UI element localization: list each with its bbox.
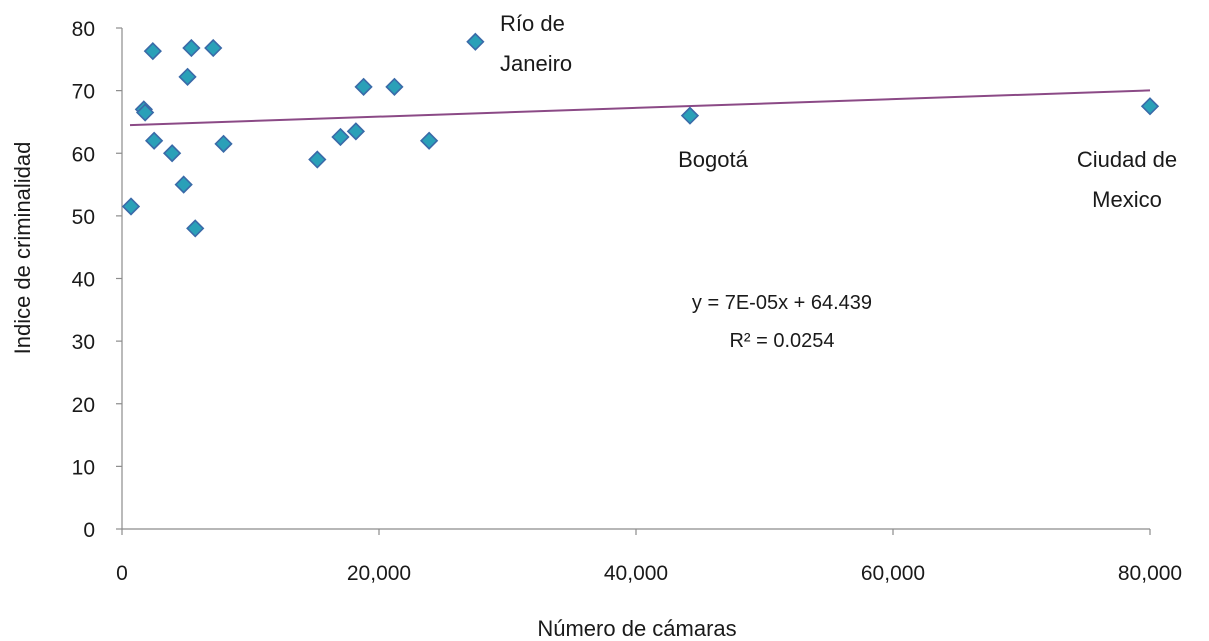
x-tick-label: 80,000: [1118, 562, 1182, 585]
x-tick-label: 60,000: [861, 562, 925, 585]
x-tick-label: 20,000: [347, 562, 411, 585]
y-tick-label: 60: [72, 143, 95, 166]
data-points: [121, 32, 1160, 238]
x-tick-label: 0: [116, 562, 128, 585]
data-point: [466, 32, 485, 51]
annotation-line: Ciudad de: [1077, 147, 1177, 172]
trendline: [129, 89, 1151, 127]
x-tick-label: 40,000: [604, 562, 668, 585]
data-point: [354, 77, 373, 96]
annotation-line: Río de: [500, 11, 565, 36]
data-point: [143, 42, 162, 61]
data-point: [331, 127, 350, 147]
trendline-equation: y = 7E-05x + 64.439: [692, 292, 872, 314]
data-point: [174, 175, 193, 194]
data-point: [162, 144, 182, 163]
data-point: [214, 134, 233, 153]
data-point: [419, 131, 439, 150]
data-point: [308, 150, 327, 169]
data-point: [346, 122, 366, 141]
data-point: [186, 219, 205, 238]
annotation-line: Janeiro: [500, 51, 572, 76]
y-tick-label: 50: [72, 206, 95, 229]
data-point: [121, 197, 141, 216]
y-axis-title: Indice de criminalidad: [10, 142, 35, 355]
data-point: [680, 106, 700, 125]
data-point: [135, 103, 155, 122]
r-squared-label: R² = 0.0254: [729, 330, 834, 352]
annotation-ciudad-de-mexico: Ciudad de Mexico: [1077, 147, 1177, 212]
trendline-layer: [129, 89, 1151, 127]
annotations: Río de Janeiro Bogotá Ciudad de Mexico: [500, 11, 1177, 212]
y-tick-label: 40: [72, 269, 95, 292]
y-tick-label: 0: [83, 519, 95, 542]
y-tick-label: 80: [72, 18, 95, 41]
data-point: [178, 67, 197, 86]
data-point: [1140, 97, 1160, 116]
y-tick-label: 30: [72, 331, 95, 354]
y-tick-label: 10: [72, 456, 95, 479]
data-point: [385, 77, 404, 96]
data-point: [204, 38, 223, 58]
data-point: [144, 131, 164, 150]
x-axis-title: Número de cámaras: [537, 616, 736, 641]
data-point: [182, 38, 201, 58]
annotation-rio-de-janeiro: Río de Janeiro: [500, 11, 572, 76]
annotation-bogota: Bogotá: [678, 147, 748, 172]
y-tick-label: 20: [72, 394, 95, 417]
y-tick-label: 70: [72, 81, 95, 104]
annotation-line: Mexico: [1092, 187, 1162, 212]
axes: 0 10 20 30 40 50 60 70 80 0 20,000 40,000 60,000 80,0…: [72, 18, 1182, 585]
annotation-line: Bogotá: [678, 147, 748, 172]
